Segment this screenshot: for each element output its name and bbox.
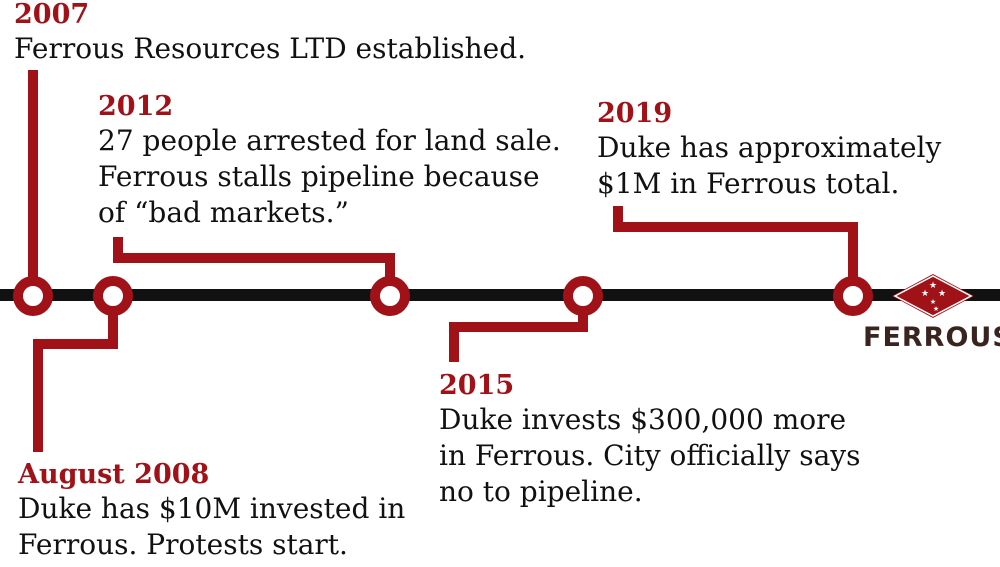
event-text: Duke has approximately $1M in Ferrous to… xyxy=(597,131,942,200)
event-year: 2015 xyxy=(439,370,515,401)
connector-2015 xyxy=(449,295,588,362)
diamond-stars-logo-icon: ★ ★ ★ ★ ★ xyxy=(892,274,974,318)
svg-text:★: ★ xyxy=(938,289,946,299)
event-year: August 2008 xyxy=(18,459,210,490)
event-2012: 2012 27 people arrested for land sale. F… xyxy=(98,91,561,231)
event-text: Duke invests $300,000 more in Ferrous. C… xyxy=(439,403,861,508)
event-2008: August 2008 Duke has $10M invested in Fe… xyxy=(18,459,405,563)
svg-text:★: ★ xyxy=(930,298,936,306)
connector-2012 xyxy=(113,237,395,295)
node-2015 xyxy=(563,276,603,316)
event-text: Ferrous Resources LTD established. xyxy=(14,32,527,65)
svg-text:★: ★ xyxy=(929,281,937,291)
node-2008 xyxy=(93,276,133,316)
event-text: Duke has $10M invested in Ferrous. Prote… xyxy=(18,492,406,561)
event-text: 27 people arrested for land sale. Ferrou… xyxy=(98,124,561,229)
node-2007 xyxy=(13,276,53,316)
connector-2008 xyxy=(33,295,118,452)
svg-text:★: ★ xyxy=(921,289,929,299)
event-year: 2007 xyxy=(14,0,90,30)
connector-2019 xyxy=(613,206,858,295)
node-2012 xyxy=(370,276,410,316)
event-2019: 2019 Duke has approximately $1M in Ferro… xyxy=(597,98,941,202)
brand-wordmark: Ferrous xyxy=(863,322,1000,353)
event-year: 2019 xyxy=(597,98,673,129)
node-2019 xyxy=(833,276,873,316)
svg-text:★: ★ xyxy=(933,305,939,313)
event-2015: 2015 Duke invests $300,000 more in Ferro… xyxy=(439,370,860,510)
event-year: 2012 xyxy=(98,91,174,122)
event-2007: 2007 Ferrous Resources LTD established. xyxy=(14,0,526,67)
